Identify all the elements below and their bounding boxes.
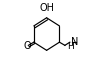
Text: OH: OH (39, 3, 54, 13)
Text: H: H (67, 42, 73, 51)
Text: N: N (71, 37, 78, 47)
Text: O: O (24, 41, 31, 51)
